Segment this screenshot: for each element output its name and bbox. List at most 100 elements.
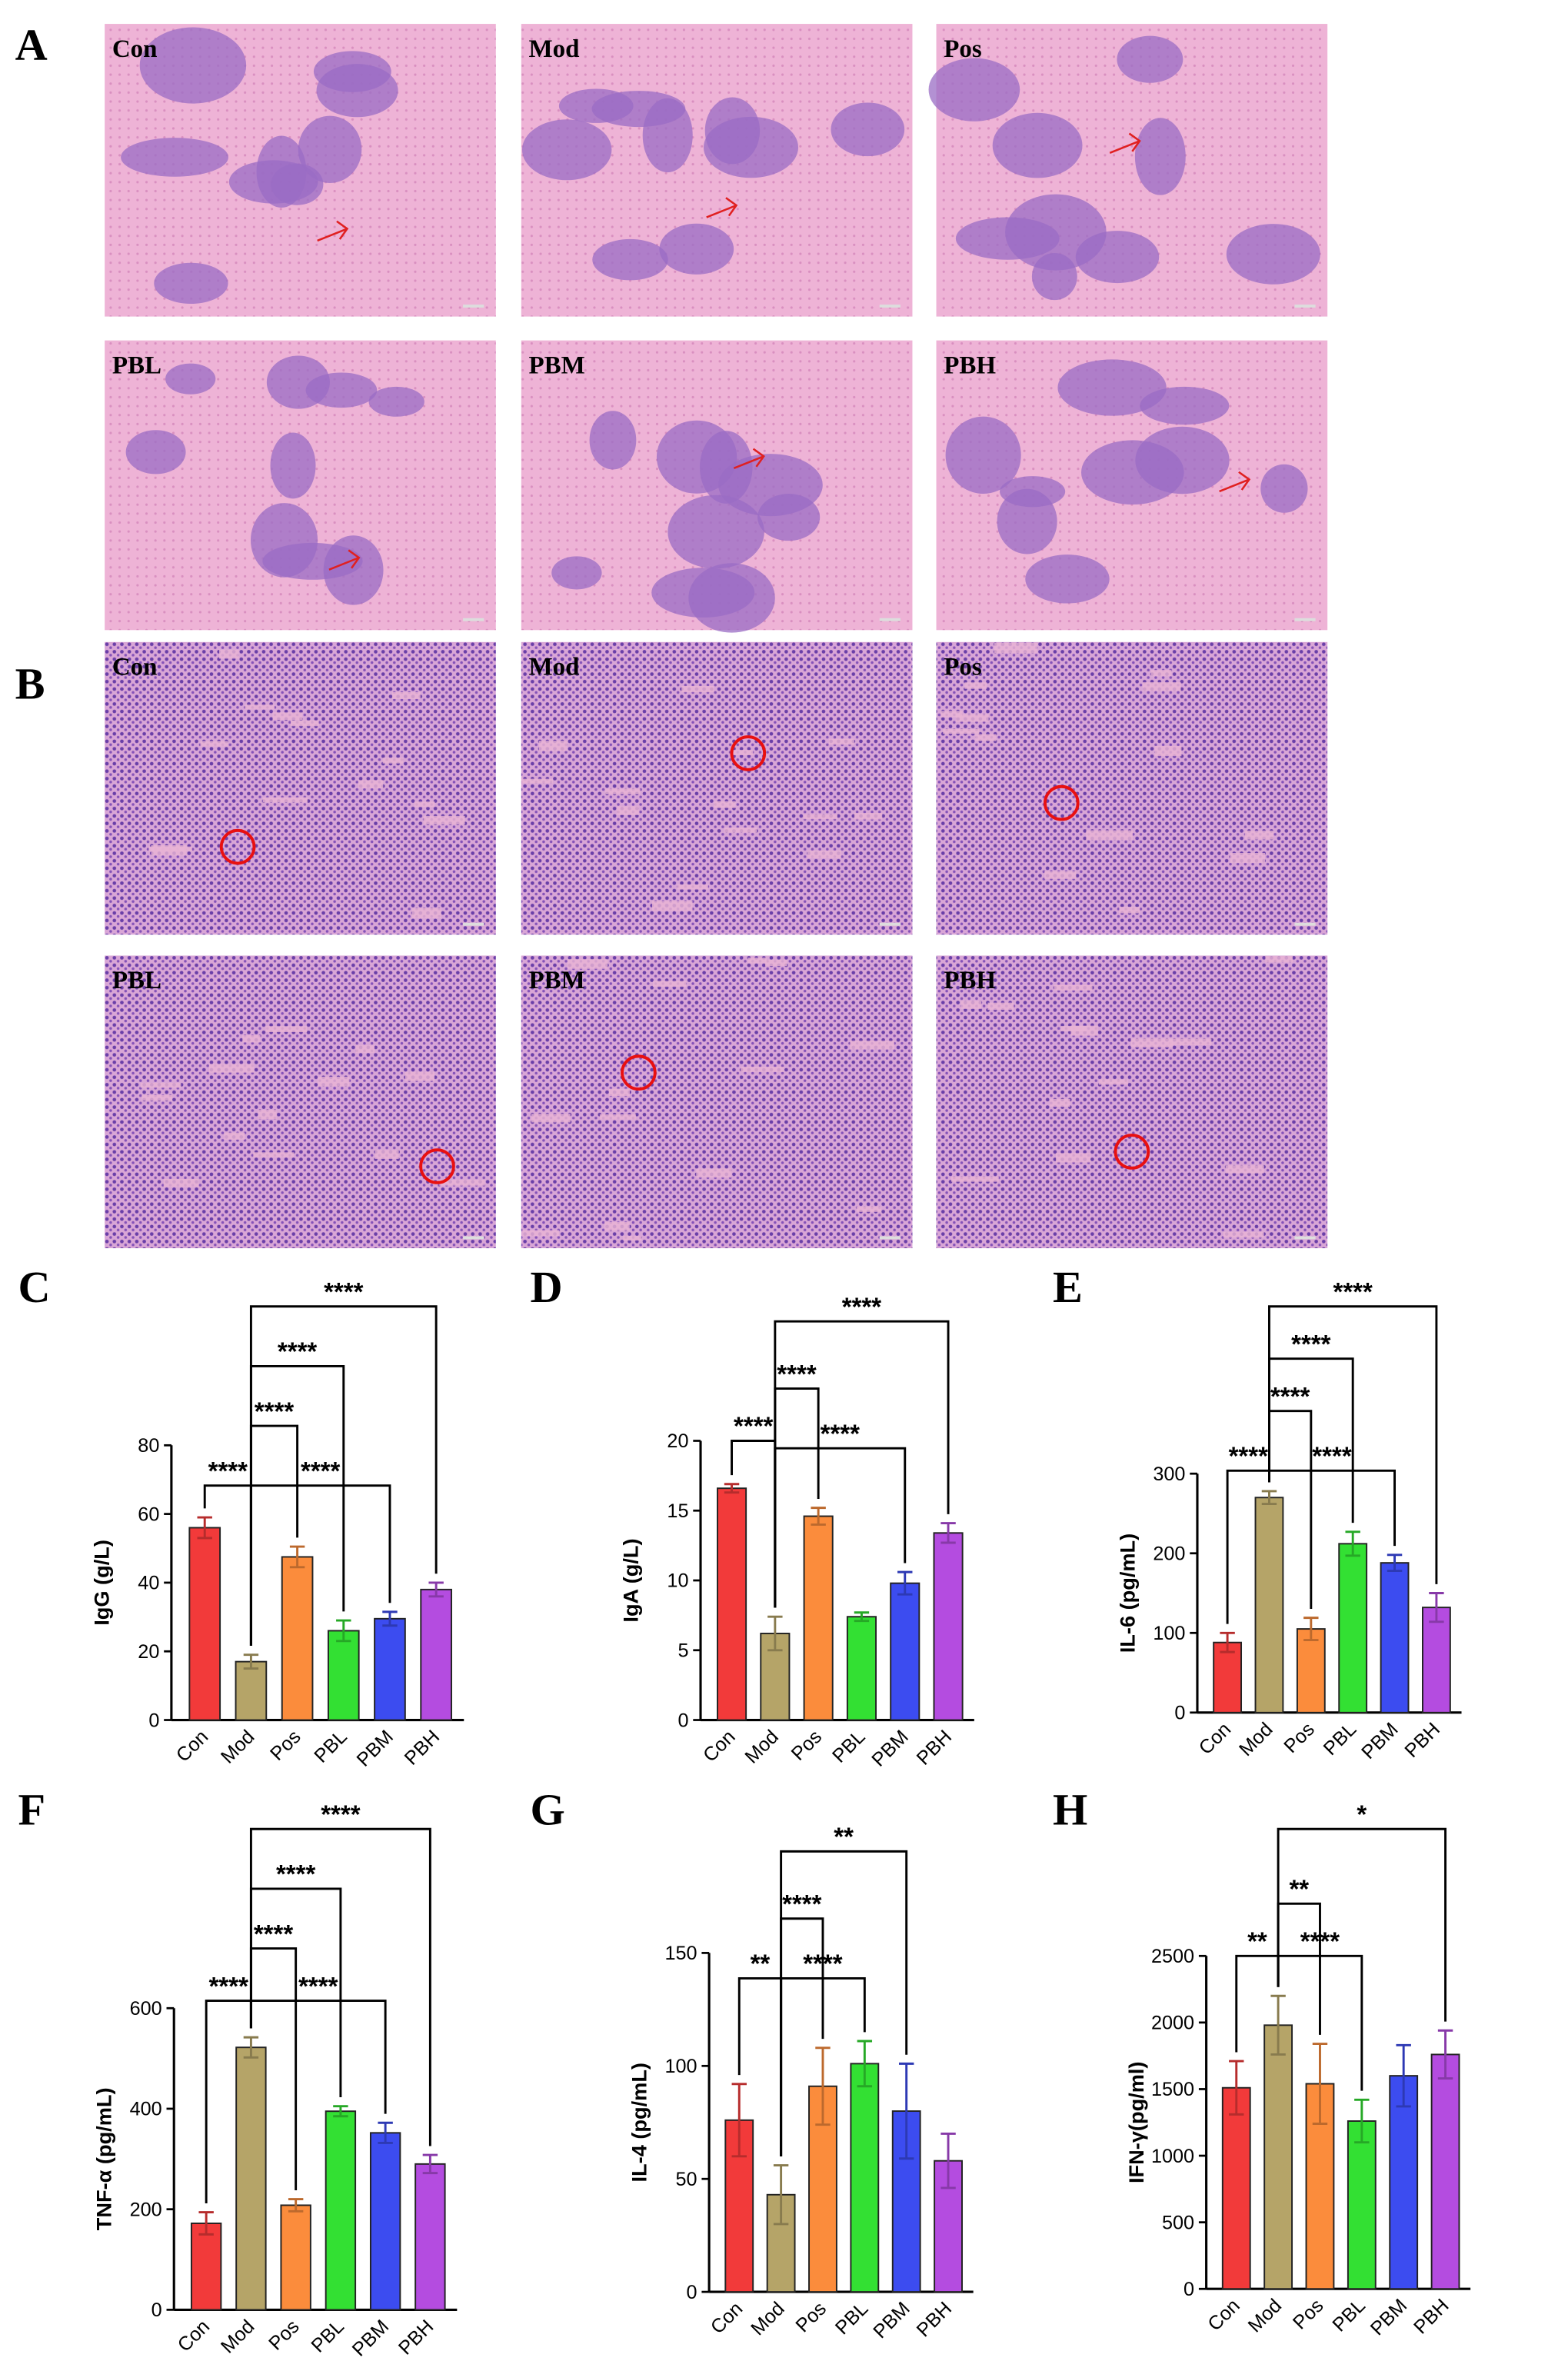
stroma [140, 1083, 181, 1088]
stroma [960, 1001, 982, 1009]
x-tick-label: PBL [310, 1726, 351, 1767]
y-tick-label: 400 [130, 2099, 162, 2120]
stroma [141, 1094, 172, 1101]
error-bar [1354, 2098, 1370, 2144]
follicle [551, 556, 602, 590]
significance-label: **** [298, 1972, 338, 2000]
y-axis-label: IgA (g/L) [618, 1538, 642, 1622]
stroma [1150, 670, 1172, 677]
error-bar [811, 1507, 826, 1526]
bar [1389, 2075, 1419, 2290]
error-bar [940, 2132, 956, 2190]
stroma [1098, 1079, 1128, 1085]
image-label: Pos [944, 35, 982, 63]
stroma [1170, 1038, 1212, 1045]
scale-bar [463, 618, 484, 621]
y-tick-label: 2500 [1151, 1946, 1194, 1967]
significance-label: **** [301, 1457, 341, 1485]
error-bar [815, 2046, 831, 2126]
image-bg [105, 955, 496, 1249]
follicle [121, 138, 228, 177]
follicle [1140, 386, 1230, 425]
image-label: Mod [529, 35, 580, 63]
y-axis-label: IL-4 (pg/mL) [628, 2063, 651, 2182]
scale-bar [463, 305, 484, 308]
follicle [659, 223, 734, 275]
stroma [290, 720, 319, 727]
significance-label: **** [734, 1412, 774, 1440]
red-arrow [317, 220, 349, 242]
y-tick-label: 100 [1153, 1623, 1185, 1644]
significance-label: ** [1247, 1927, 1267, 1956]
follicle [250, 503, 318, 578]
x-tick-label: Pos [265, 2316, 304, 2355]
x-tick-label: PBH [913, 1726, 956, 1769]
y-tick-label: 10 [667, 1570, 688, 1592]
significance-bracket [1277, 1902, 1321, 2035]
stroma [807, 851, 841, 858]
follicle [1081, 440, 1184, 505]
x-tick-label: Mod [217, 1726, 258, 1767]
scale-bar [879, 1236, 901, 1240]
red-circle [219, 828, 256, 865]
significance-label: **** [1270, 1382, 1310, 1410]
x-tick-label: Mod [741, 1726, 782, 1767]
bar [420, 1588, 452, 1721]
follicle [997, 488, 1057, 554]
stroma [568, 959, 608, 969]
follicle [688, 563, 775, 633]
stroma [828, 738, 854, 745]
scale-bar [1294, 1236, 1316, 1240]
histology-image [105, 24, 496, 317]
histology-image [105, 955, 496, 1249]
bar [1380, 1562, 1410, 1713]
scale-bar [463, 1236, 484, 1240]
significance-label: **** [1333, 1277, 1373, 1306]
panel-letter: A [15, 20, 48, 70]
stroma [1044, 871, 1077, 879]
panel-letter: H [1053, 1784, 1087, 1834]
stroma [1223, 1231, 1264, 1238]
significance-label: **** [254, 1920, 294, 1948]
follicle [139, 27, 247, 104]
stroma [224, 1132, 245, 1140]
error-bar [1303, 1617, 1319, 1642]
x-tick-label: PBM [1357, 1719, 1402, 1763]
error-bar [897, 1570, 913, 1596]
x-tick-label: PBL [307, 2316, 348, 2357]
error-bar [1220, 1631, 1235, 1653]
image-label: PBL [112, 967, 161, 994]
error-bar [197, 1516, 212, 1540]
x-tick-label: PBH [913, 2298, 956, 2341]
stroma [803, 814, 837, 820]
stroma [531, 1114, 571, 1123]
y-tick-label: 2000 [1151, 2013, 1194, 2034]
significance-label: **** [1300, 1927, 1340, 1956]
stroma [724, 828, 757, 833]
histology-image [521, 24, 913, 317]
significance-label: **** [803, 1950, 843, 1978]
bar [325, 2110, 357, 2311]
significance-label: **** [278, 1337, 318, 1366]
histology-image [936, 340, 1328, 631]
stroma [605, 788, 641, 794]
image-label: PBM [529, 351, 585, 379]
y-tick-label: 150 [665, 1943, 697, 1964]
error-bar [428, 1581, 444, 1598]
bar [1296, 1628, 1326, 1713]
follicle [831, 102, 905, 157]
follicle [1260, 464, 1308, 513]
bar [1430, 2053, 1460, 2290]
y-tick-label: 20 [667, 1430, 688, 1452]
follicle [165, 363, 216, 395]
stroma [1244, 831, 1273, 840]
follicle [591, 91, 686, 128]
significance-bracket [249, 2000, 387, 2114]
stroma [1142, 682, 1181, 691]
x-tick-label: Pos [266, 1726, 305, 1765]
y-tick-label: 20 [138, 1641, 159, 1663]
x-tick-label: Pos [787, 1726, 827, 1765]
stroma [677, 884, 708, 890]
significance-label: **** [842, 1292, 882, 1320]
scale-bar [1294, 922, 1316, 926]
